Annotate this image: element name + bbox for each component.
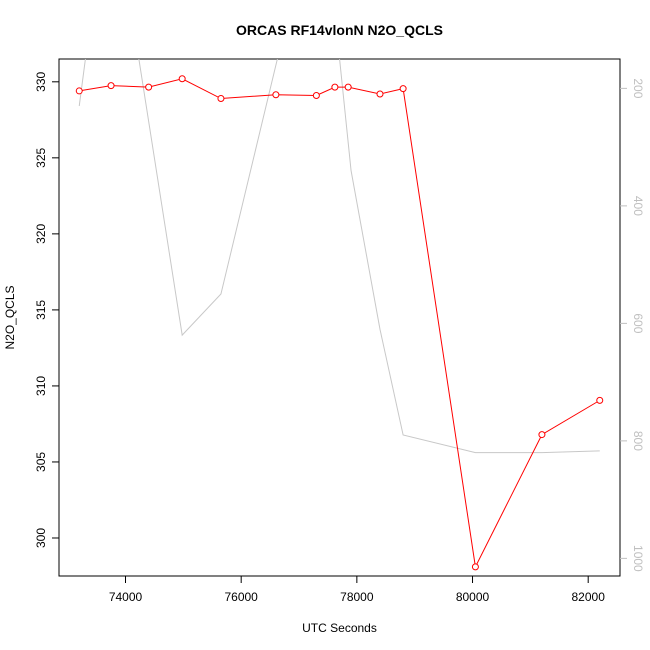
x-axis: 74000 76000 78000 80000 82000 <box>109 576 605 604</box>
y-axis: 300 305 310 315 320 325 330 <box>34 71 59 548</box>
data-point <box>399 85 407 93</box>
data-point <box>272 91 280 99</box>
y2-tick-label: 600 <box>631 313 645 333</box>
data-point <box>178 75 186 83</box>
y-tick-label: 300 <box>34 528 48 548</box>
x-tick-label: 78000 <box>340 590 374 604</box>
data-point <box>376 90 384 98</box>
y2-tick-label: 400 <box>631 196 645 216</box>
data-point <box>596 396 604 404</box>
data-point <box>538 431 546 439</box>
y-tick-label: 315 <box>34 300 48 320</box>
series-line-1 <box>78 59 600 454</box>
chart-title: ORCAS RF14vlonN N2O_QCLS <box>236 22 443 38</box>
y-axis-label: N2O_QCLS <box>3 285 17 349</box>
y2-tick-label: 800 <box>631 431 645 451</box>
y2-tick-label: 200 <box>631 78 645 98</box>
y-tick-label: 305 <box>34 452 48 472</box>
x-tick-label: 80000 <box>456 590 490 604</box>
plot-frame <box>58 58 621 577</box>
data-point <box>75 87 83 95</box>
plot-area <box>75 59 604 571</box>
y2-tick-label: 1000 <box>631 545 645 572</box>
y-tick-label: 320 <box>34 224 48 244</box>
y-tick-label: 310 <box>34 376 48 396</box>
x-tick-label: 82000 <box>572 590 606 604</box>
y-tick-label: 330 <box>34 71 48 91</box>
data-point <box>331 83 339 91</box>
data-point <box>145 83 153 91</box>
y-tick-label: 325 <box>34 148 48 168</box>
data-point <box>217 95 225 103</box>
data-point <box>312 91 320 99</box>
series-line-0 <box>79 78 601 569</box>
data-point <box>344 83 352 91</box>
y2-axis: 200 400 600 800 1000 <box>620 78 645 572</box>
x-tick-label: 74000 <box>109 590 143 604</box>
data-point <box>107 82 115 90</box>
x-tick-label: 76000 <box>224 590 258 604</box>
x-axis-label: UTC Seconds <box>302 621 377 635</box>
data-point <box>471 563 479 571</box>
